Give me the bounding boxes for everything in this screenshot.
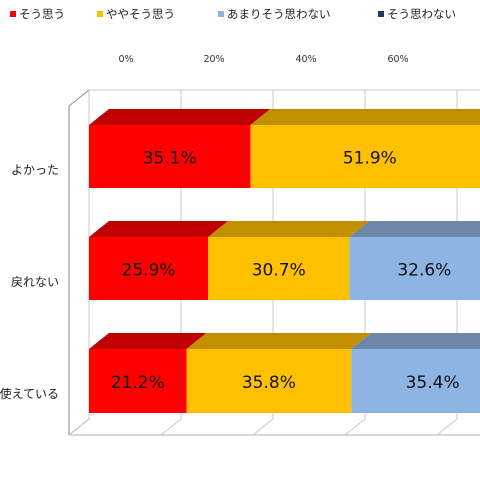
category-label-2: 使えている bbox=[0, 386, 59, 401]
legend-swatch-3 bbox=[378, 11, 384, 17]
data-label-0-0: 35.1% bbox=[143, 149, 197, 169]
data-label-1-1: 30.7% bbox=[252, 261, 306, 281]
bar-2-1 bbox=[186, 349, 352, 413]
left-wall bbox=[68, 88, 90, 436]
bar-2-0 bbox=[89, 349, 187, 413]
category-label-0: よかった bbox=[11, 163, 59, 177]
data-label-1-2: 32.6% bbox=[397, 261, 451, 281]
tick-label-3: 60% bbox=[387, 54, 408, 65]
floor-gridline-0 bbox=[68, 418, 90, 436]
legend-swatch-0 bbox=[10, 11, 16, 17]
legend: そう思う ややそう思う あまりそう思わない そう思わない bbox=[10, 7, 456, 21]
tick-label-1: 20% bbox=[203, 54, 224, 65]
tick-label-2: 40% bbox=[295, 54, 316, 65]
bar-top-1-2 bbox=[349, 221, 480, 237]
bar-0-0 bbox=[89, 125, 251, 188]
bar-top-0-1 bbox=[250, 109, 480, 125]
floor-gridline-20 bbox=[160, 418, 182, 436]
legend-label-1: ややそう思う bbox=[106, 7, 175, 21]
bars: 35.1% 51.9% 25.9% 30.7% 32.6% 21.2% 35.8% 35.4% bbox=[89, 109, 480, 413]
bar-top-0-0 bbox=[89, 109, 271, 125]
bar-top-1-0 bbox=[89, 221, 229, 237]
bar-top-1-1 bbox=[208, 221, 370, 237]
data-label-2-0: 21.2% bbox=[111, 373, 165, 393]
floor-gridline-80 bbox=[436, 418, 458, 436]
legend-swatch-1 bbox=[97, 11, 103, 17]
data-label-1-0: 25.9% bbox=[122, 261, 176, 281]
bar-1-2 bbox=[349, 237, 480, 300]
bar-0-1 bbox=[250, 125, 480, 188]
legend-swatch-2 bbox=[218, 11, 224, 17]
floor-gridline-40 bbox=[252, 418, 274, 436]
floor-gridline-60 bbox=[344, 418, 366, 436]
legend-label-0: そう思う bbox=[19, 7, 65, 21]
bar-1-1 bbox=[208, 237, 350, 300]
x-axis-ticks: 0% 20% 40% 60% bbox=[118, 54, 408, 65]
bar-top-2-2 bbox=[351, 333, 480, 349]
legend-label-2: あまりそう思わない bbox=[227, 7, 331, 21]
bar-top-2-0 bbox=[89, 333, 207, 349]
data-label-0-1: 51.9% bbox=[343, 149, 397, 169]
bar-top-2-1 bbox=[186, 333, 372, 349]
data-label-2-2: 35.4% bbox=[406, 373, 460, 393]
data-label-2-1: 35.8% bbox=[242, 373, 296, 393]
bar-1-0 bbox=[89, 237, 209, 300]
bar-2-2 bbox=[351, 349, 480, 413]
tick-label-0: 0% bbox=[118, 54, 133, 65]
legend-label-3: そう思わない bbox=[387, 7, 456, 21]
category-label-1: 戻れない bbox=[11, 275, 59, 289]
